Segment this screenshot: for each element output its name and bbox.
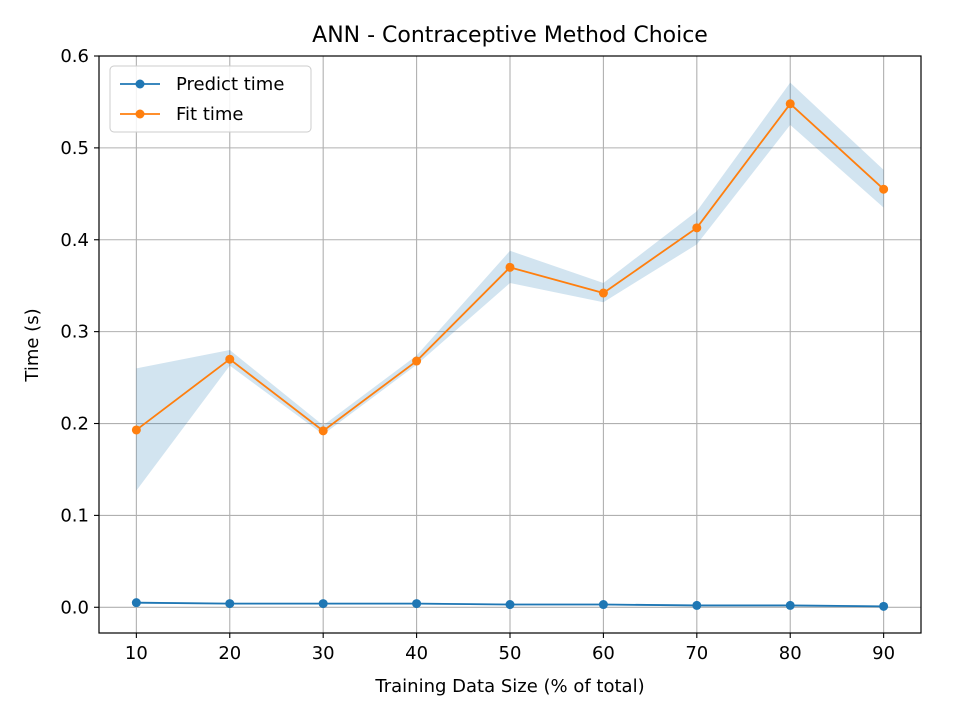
legend-marker-fit-time (135, 109, 145, 119)
series-lines (131, 99, 889, 611)
data-point-predict-time (879, 601, 889, 611)
y-tick-label: 0.0 (60, 597, 89, 618)
data-point-predict-time (505, 600, 515, 610)
x-tick-label: 70 (685, 643, 708, 664)
x-tick-label: 40 (405, 643, 428, 664)
band-fit-time (136, 82, 884, 491)
x-tick-label: 60 (592, 643, 615, 664)
legend: Predict time Fit time (109, 65, 312, 133)
x-tick-label: 30 (312, 643, 335, 664)
data-point-fit-time (131, 425, 141, 435)
y-axis-label: Time (s) (22, 308, 43, 382)
x-axis-label: Training Data Size (% of total) (374, 676, 644, 697)
data-point-predict-time (412, 599, 422, 609)
x-tick-label: 20 (218, 643, 241, 664)
y-tick-label: 0.2 (60, 414, 89, 435)
legend-marker-predict-time (135, 79, 145, 89)
y-tick-label: 0.5 (60, 138, 89, 159)
x-tick-label: 90 (872, 643, 895, 664)
data-point-fit-time (692, 223, 702, 233)
legend-label-fit-time: Fit time (176, 104, 244, 125)
data-point-predict-time (692, 600, 702, 610)
data-point-predict-time (785, 600, 795, 610)
legend-box (109, 65, 312, 133)
legend-label-predict-time: Predict time (176, 74, 284, 95)
x-tick-label: 10 (125, 643, 148, 664)
data-point-fit-time (505, 262, 515, 272)
data-point-predict-time (131, 598, 141, 608)
y-tick-label: 0.1 (60, 505, 89, 526)
data-point-fit-time (318, 426, 328, 436)
chart-title: ANN - Contraceptive Method Choice (312, 23, 708, 48)
data-point-fit-time (598, 288, 608, 298)
data-point-predict-time (318, 599, 328, 609)
data-point-fit-time (412, 356, 422, 366)
y-tick-label: 0.6 (60, 46, 89, 67)
y-tick-label: 0.4 (60, 230, 89, 251)
y-axis-ticks: 0.0 0.1 0.2 0.3 0.4 0.5 0.6 (60, 46, 99, 618)
data-point-fit-time (225, 354, 235, 364)
data-point-predict-time (225, 599, 235, 609)
y-tick-label: 0.3 (60, 322, 89, 343)
data-point-predict-time (598, 600, 608, 610)
x-tick-label: 80 (779, 643, 802, 664)
data-point-fit-time (879, 184, 889, 194)
x-axis-ticks: 10 20 30 40 50 60 70 80 90 (125, 633, 895, 664)
data-point-fit-time (785, 99, 795, 109)
x-tick-label: 50 (499, 643, 522, 664)
